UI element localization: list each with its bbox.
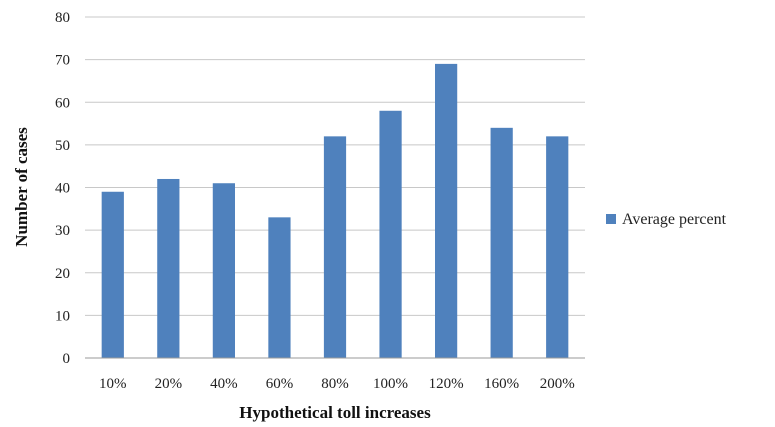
- y-tick-label: 40: [55, 181, 70, 197]
- x-tick-label: 40%: [210, 376, 238, 392]
- x-tick-label: 160%: [484, 376, 519, 392]
- y-tick-label: 70: [55, 53, 70, 69]
- x-tick-label: 20%: [155, 376, 183, 392]
- x-tick-label: 60%: [266, 376, 294, 392]
- y-tick-label: 20: [55, 266, 70, 282]
- y-tick-label: 60: [55, 95, 70, 111]
- x-tick-label: 100%: [373, 376, 408, 392]
- y-tick-label: 80: [55, 10, 70, 26]
- bar: [490, 127, 513, 358]
- bar: [101, 191, 124, 358]
- y-tick-labels: 0 10 20 30 40 50 60 70 80: [55, 10, 70, 367]
- legend-swatch: [606, 214, 616, 224]
- legend-label: Average percent: [622, 211, 727, 228]
- bars: [101, 63, 569, 359]
- bar: [435, 63, 458, 358]
- x-tick-label: 120%: [429, 376, 464, 392]
- bar: [546, 136, 569, 358]
- y-tick-label: 10: [55, 308, 70, 324]
- bar: [323, 136, 347, 358]
- y-tick-label: 50: [55, 138, 70, 154]
- y-tick-label: 0: [63, 351, 71, 367]
- x-tick-label: 10%: [99, 376, 127, 392]
- x-tick-label: 80%: [321, 376, 349, 392]
- x-tick-labels: 10% 20% 40% 60% 80% 100% 120% 160% 200%: [99, 376, 575, 392]
- x-tick-label: 200%: [540, 376, 575, 392]
- bar: [379, 110, 402, 359]
- bar: [157, 178, 180, 358]
- bar: [212, 183, 235, 358]
- x-axis-title: Hypothetical toll increases: [239, 403, 431, 422]
- y-axis-title: Number of cases: [12, 127, 31, 247]
- bar: [268, 217, 291, 358]
- y-tick-label: 30: [55, 223, 70, 239]
- legend: Average percent: [606, 211, 727, 228]
